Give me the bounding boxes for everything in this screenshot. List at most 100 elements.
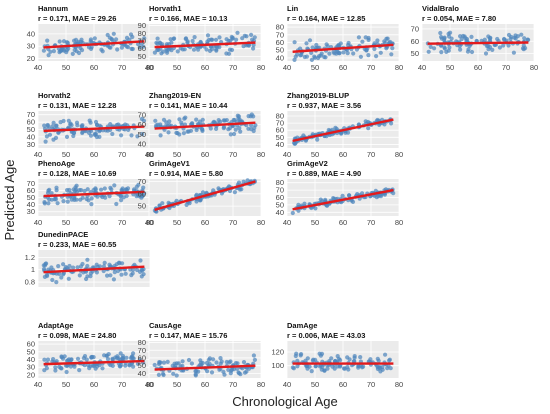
data-point: [447, 45, 452, 50]
data-point: [307, 38, 313, 43]
y-tick-label: 60: [27, 118, 35, 127]
data-point: [84, 196, 89, 202]
data-point: [358, 54, 363, 59]
data-point: [352, 355, 357, 360]
data-point: [312, 55, 318, 60]
data-point: [360, 365, 365, 370]
x-axis-title: Chronological Age: [232, 394, 338, 409]
data-point: [224, 118, 229, 123]
data-point: [78, 197, 83, 202]
panel-title: GrimAgeV1: [149, 159, 190, 168]
y-tick-label: 40: [138, 369, 146, 378]
panel-title: AdaptAge: [38, 321, 73, 330]
data-point: [106, 352, 111, 357]
data-point: [332, 51, 337, 56]
data-point: [360, 39, 365, 44]
data-point: [313, 206, 318, 211]
data-point: [294, 351, 299, 356]
x-tick-label: 50: [311, 150, 319, 159]
data-point: [252, 357, 257, 362]
x-tick-label: 50: [62, 380, 70, 389]
x-tick-label: 80: [395, 218, 403, 227]
data-point: [103, 195, 108, 200]
data-point: [366, 37, 371, 43]
data-point: [76, 50, 82, 56]
data-point: [209, 370, 215, 375]
y-tick-label: 60: [138, 44, 146, 53]
data-point: [508, 36, 513, 42]
x-tick-label: 60: [339, 218, 347, 227]
y-tick-label: 60: [27, 340, 35, 349]
data-point: [501, 43, 506, 48]
data-point: [190, 38, 195, 44]
x-tick-label: 70: [367, 63, 375, 72]
fit-line: [43, 265, 145, 274]
data-point: [324, 42, 329, 47]
data-point: [390, 46, 395, 51]
x-tick-label: 40: [145, 380, 153, 389]
data-point: [72, 38, 77, 43]
data-point: [198, 358, 203, 363]
x-tick-label: 50: [173, 380, 181, 389]
fit-line: [154, 364, 256, 371]
panel-stat: r = 0.914, MAE = 5.80: [149, 169, 223, 178]
x-tick-label: 80: [257, 218, 265, 227]
data-point: [82, 188, 87, 194]
data-point: [160, 201, 165, 206]
data-point: [191, 47, 197, 52]
y-tick-label: 80: [276, 111, 284, 120]
data-point: [469, 34, 474, 40]
data-point: [72, 47, 77, 53]
data-point: [97, 363, 102, 368]
data-point: [93, 366, 98, 371]
data-point: [293, 54, 298, 59]
data-point: [309, 50, 314, 56]
data-point: [42, 201, 47, 206]
data-point: [210, 37, 215, 42]
data-point: [358, 355, 363, 360]
data-point: [84, 276, 89, 282]
data-point: [511, 50, 516, 55]
y-tick-label: 50: [138, 52, 146, 61]
data-point: [85, 187, 90, 192]
data-point: [207, 361, 212, 367]
data-point: [310, 45, 315, 50]
x-tick-label: 60: [201, 150, 209, 159]
data-point: [298, 53, 303, 58]
x-tick-label: 40: [145, 63, 153, 72]
panel-title: Zhang2019-BLUP: [287, 91, 349, 100]
x-tick-label: 50: [311, 63, 319, 72]
data-point: [53, 135, 59, 140]
data-point: [57, 364, 62, 369]
data-point: [43, 139, 48, 144]
x-tick-label: 50: [173, 150, 181, 159]
data-point: [75, 265, 80, 270]
x-tick-label: 80: [257, 380, 265, 389]
data-point: [221, 126, 226, 131]
panel-stat: r = 0.937, MAE = 3.56: [287, 101, 361, 110]
x-tick-label: 80: [395, 150, 403, 159]
panel-stat: r = 0.131, MAE = 12.28: [38, 101, 116, 110]
y-tick-label: 60: [276, 193, 284, 202]
data-point: [174, 361, 179, 366]
data-point: [73, 185, 78, 190]
data-point: [164, 42, 169, 47]
data-point: [177, 117, 182, 122]
x-tick-label: 60: [201, 63, 209, 72]
data-point: [309, 57, 314, 63]
data-point: [89, 202, 94, 207]
fit-line: [43, 40, 145, 49]
y-tick-label: 60: [411, 37, 419, 46]
data-point: [457, 44, 462, 49]
data-point: [75, 356, 81, 361]
data-point: [242, 370, 248, 375]
x-tick-label: 80: [146, 63, 154, 72]
data-point: [44, 366, 50, 371]
data-point: [74, 120, 80, 125]
data-point: [65, 199, 70, 204]
x-tick-label: 70: [229, 63, 237, 72]
data-point: [183, 36, 189, 41]
data-point: [236, 180, 242, 185]
